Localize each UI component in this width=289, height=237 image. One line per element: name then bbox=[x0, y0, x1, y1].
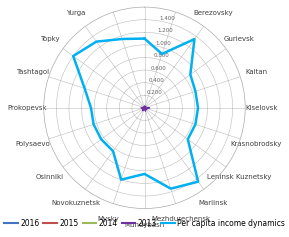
Legend: 2016, 2015, 2014, 2013, Per capita income dynamics: 2016, 2015, 2014, 2013, Per capita incom… bbox=[1, 216, 288, 231]
